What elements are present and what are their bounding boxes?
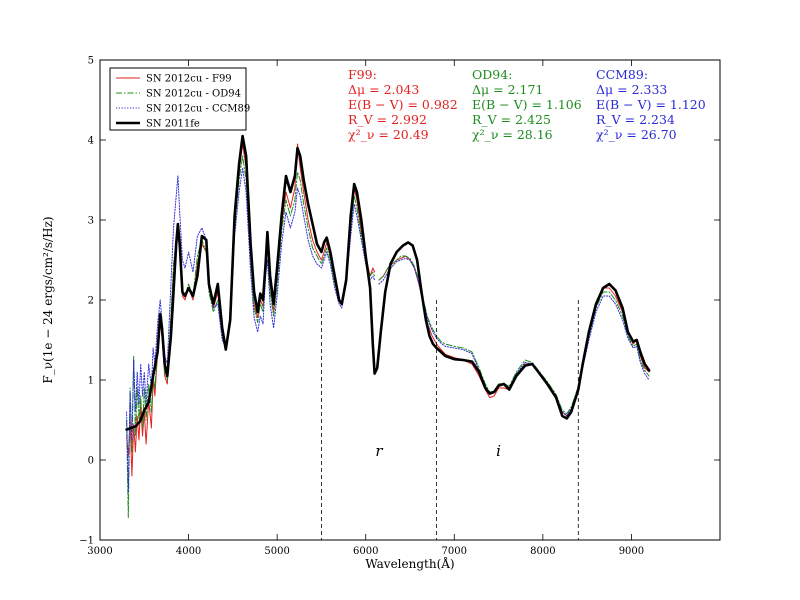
fit-annotation-line: E(B − V) = 1.120 <box>596 97 706 112</box>
y-tick-label: 1 <box>88 376 94 387</box>
band-line-layer <box>321 300 579 540</box>
band-label-i: i <box>496 442 501 460</box>
x-tick-label: 6000 <box>353 546 378 557</box>
fit-annotation-line: OD94: <box>472 67 512 82</box>
fit-annotation-line: E(B − V) = 1.106 <box>472 97 582 112</box>
x-tick-label: 3000 <box>87 546 112 557</box>
x-tick-label: 4000 <box>176 546 201 557</box>
fit-annotation-line: χ²_ν = 20.49 <box>348 127 429 142</box>
legend-label-sn-2012cu-ccm89: SN 2012cu - CCM89 <box>146 104 250 115</box>
x-axis-label: Wavelength(Å) <box>365 556 454 571</box>
fit-annotation-line: CCM89: <box>596 67 648 82</box>
x-tick-label: 9000 <box>619 546 644 557</box>
fit-annotation-line: Δμ = 2.171 <box>472 82 543 97</box>
legend-label-sn-2011fe: SN 2011fe <box>146 119 200 130</box>
y-tick-label: 5 <box>88 56 94 67</box>
y-axis-label: F_ν(1e − 24 ergs/cm²/s/Hz) <box>41 216 55 383</box>
legend: SN 2012cu - F99 SN 2012cu - OD94 SN 2012cu… <box>109 67 250 131</box>
y-tick-label: 0 <box>88 456 94 467</box>
y-tick-label: −1 <box>79 536 94 547</box>
fit-annotation-line: Δμ = 2.043 <box>348 82 419 97</box>
tick-layer: 3000 4000 5000 6000 7000 8000 9000 −1 0 1 2 3 4 5 <box>79 56 720 557</box>
fit-annotation-line: R_V = 2.234 <box>596 112 675 127</box>
y-tick-label: 3 <box>88 216 94 227</box>
y-tick-label: 2 <box>88 296 94 307</box>
series-line-sn-2011fe <box>125 134 651 431</box>
fit-annotation-line: Δμ = 2.333 <box>596 82 667 97</box>
fit-annotation-line: F99: <box>348 67 377 82</box>
fit-annotation-line: R_V = 2.992 <box>348 112 427 127</box>
legend-label-sn-2012cu-f99: SN 2012cu - F99 <box>146 74 232 85</box>
series-line-sn-2012cu-f99 <box>126 143 376 477</box>
legend-label-sn-2012cu-od94: SN 2012cu - OD94 <box>146 89 241 100</box>
series-layer <box>125 134 651 519</box>
x-tick-label: 8000 <box>530 546 555 557</box>
band-label-r: r <box>375 442 383 460</box>
x-tick-label: 7000 <box>442 546 467 557</box>
series-line-sn-2012cu-ccm89 <box>126 167 376 493</box>
fit-annotation-line: χ²_ν = 28.16 <box>472 127 553 142</box>
fit-annotation-line: χ²_ν = 26.70 <box>596 127 677 142</box>
fit-annotation-line: E(B − V) = 0.982 <box>348 97 458 112</box>
y-tick-label: 4 <box>88 136 94 147</box>
fit-annotation-line: R_V = 2.425 <box>472 112 551 127</box>
x-tick-label: 5000 <box>264 546 289 557</box>
